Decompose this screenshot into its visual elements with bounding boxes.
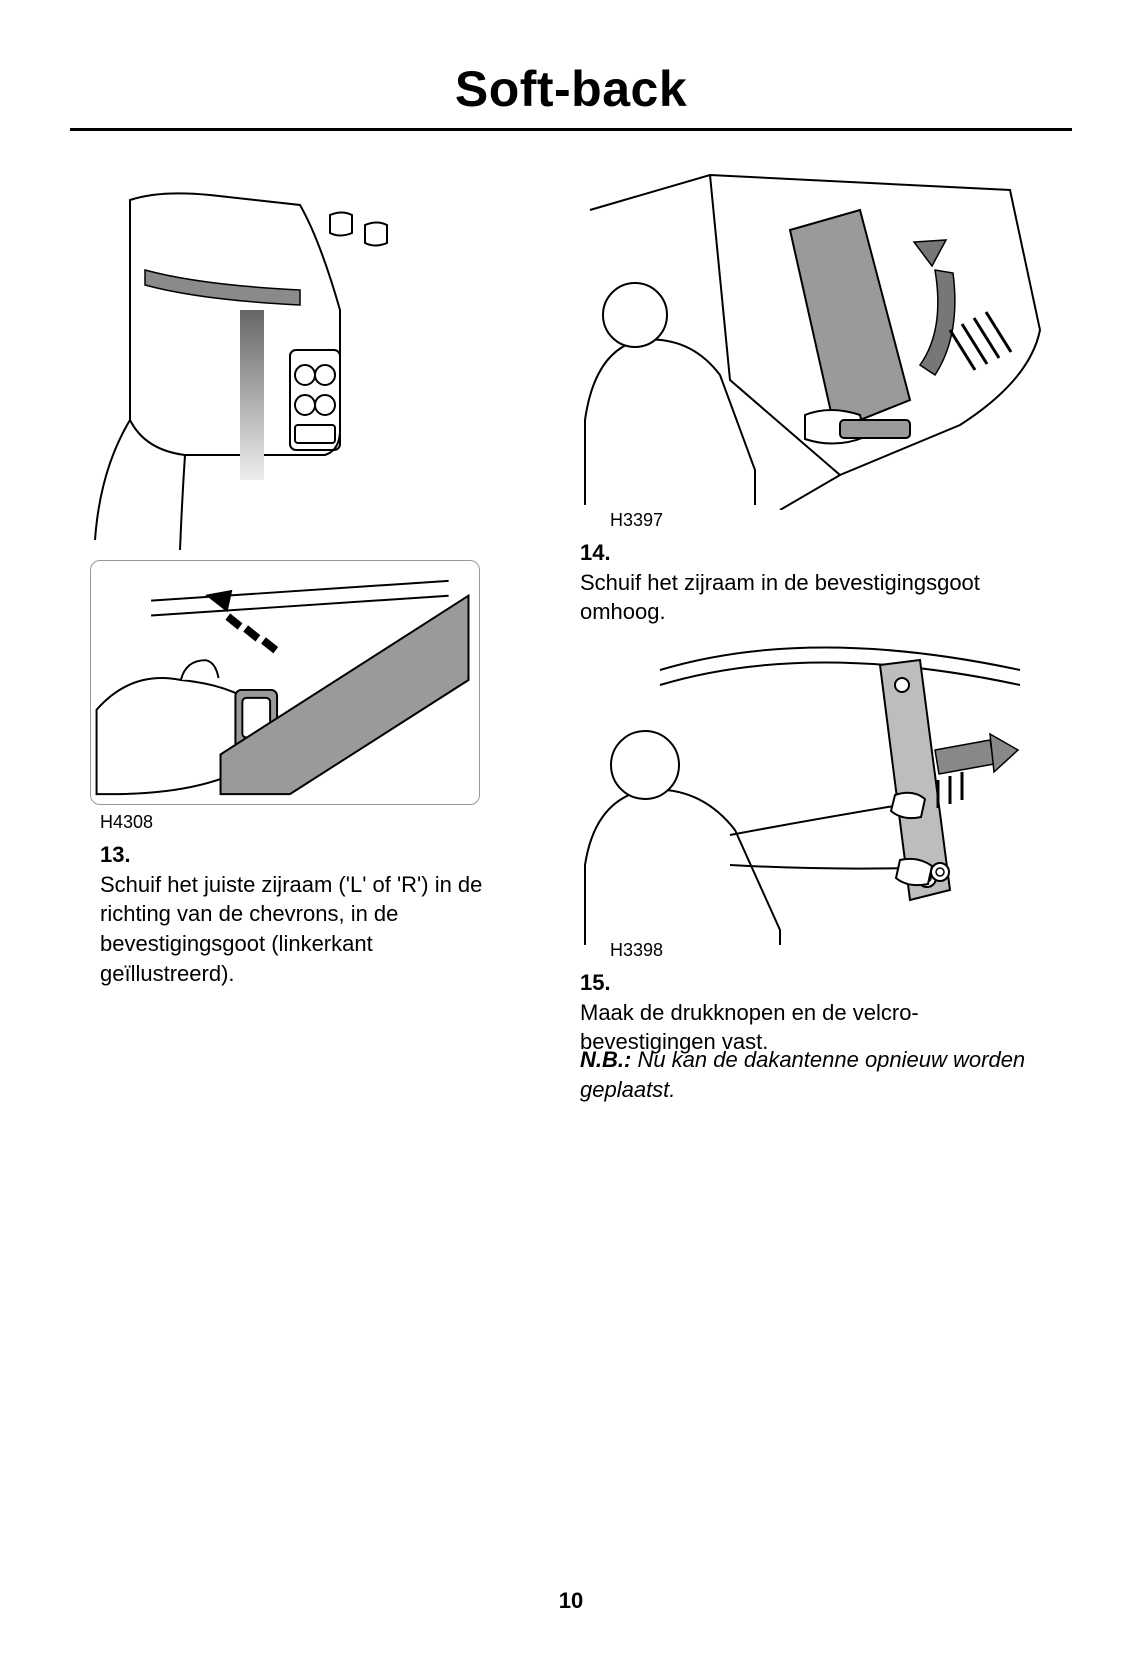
- figure-label-h3397: H3397: [610, 510, 663, 531]
- note-label: N.B.:: [580, 1047, 631, 1072]
- step-13-text: Schuif het juiste zijraam ('L' of 'R') i…: [100, 870, 485, 989]
- note-text: Nu kan de dakantenne opnieuw worden gepl…: [580, 1047, 1025, 1102]
- figure-label-h4308: H4308: [100, 812, 153, 833]
- note-nb: N.B.: Nu kan de dakantenne opnieuw worde…: [580, 1045, 1060, 1104]
- illustration-h4308-bottom: [91, 561, 479, 804]
- step-13: 13. Schuif het juiste zijraam ('L' of 'R…: [100, 840, 530, 988]
- illustration-h3397: [580, 170, 1050, 510]
- illustration-h3398: [580, 630, 1050, 950]
- title-rule: [70, 128, 1072, 131]
- figure-label-h3398: H3398: [610, 940, 663, 961]
- page-number: 10: [0, 1588, 1142, 1614]
- figure-right-top: [580, 170, 1050, 510]
- step-14: 14. Schuif het zijraam in de bevestiging…: [580, 538, 1050, 627]
- page-title: Soft-back: [0, 60, 1142, 118]
- figure-left-top: [90, 170, 480, 560]
- step-15-number: 15.: [580, 968, 620, 998]
- step-13-number: 13.: [100, 840, 140, 870]
- step-14-number: 14.: [580, 538, 620, 568]
- figure-left-bottom: [90, 560, 480, 805]
- step-14-text: Schuif het zijraam in de bevestigingsgoo…: [580, 568, 1005, 627]
- step-15: 15. Maak de drukknopen en de velcro-beve…: [580, 968, 1050, 1057]
- illustration-h4308-top: [90, 170, 480, 560]
- figure-right-bottom: [580, 630, 1050, 950]
